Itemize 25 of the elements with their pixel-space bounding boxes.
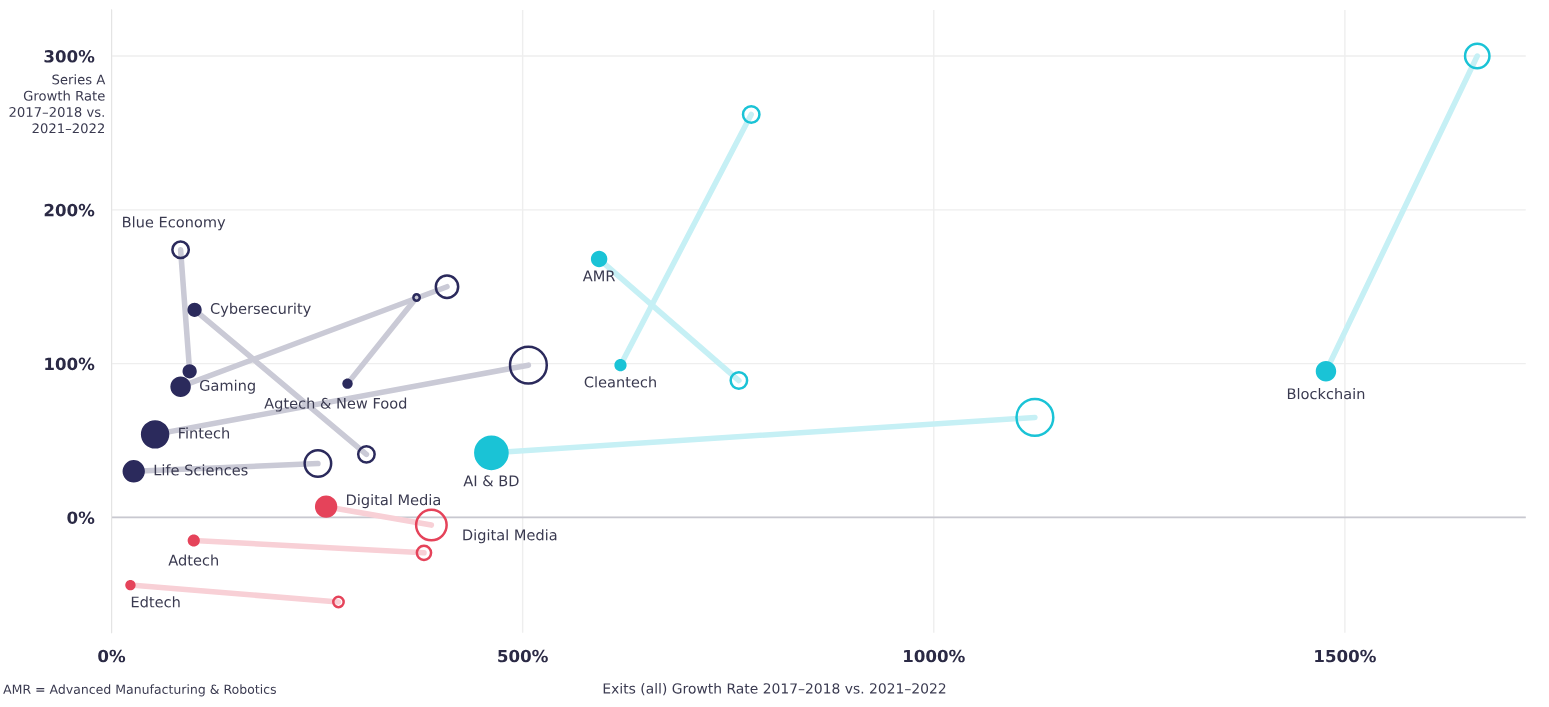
y-tick-label: 0% [67, 511, 95, 524]
series-label: Life Sciences [154, 464, 248, 476]
series-label: AI & BD [463, 475, 519, 487]
x-tick-label: 1000% [904, 649, 965, 663]
series-label: Fintech [179, 427, 230, 439]
y-tick-label: 100% [45, 357, 95, 371]
y-tick-label: 300% [44, 50, 95, 63]
x-tick-label: 500% [498, 649, 548, 663]
x-tick-label: 0% [98, 649, 126, 663]
x-tick-label: 1500% [1315, 649, 1376, 663]
series-label: Agtech & New Food [264, 397, 407, 412]
y-tick-label: 200% [44, 203, 95, 217]
y-axis-title: Series A Growth Rate 2017–2018 vs. 2021–2022 [9, 74, 106, 134]
series-label: AMR [582, 270, 616, 282]
series-label: Cleantech [584, 376, 656, 388]
series-label: Gaming [199, 379, 255, 394]
series-label: Adtech [168, 554, 218, 566]
series-label: Blue Economy [123, 216, 226, 231]
annotation: Digital Media [463, 529, 557, 544]
series-label: Digital Media [347, 494, 440, 509]
series-label: Cybersecurity [210, 302, 311, 317]
series-label: Blockchain [1287, 387, 1365, 400]
text: AMR = Advanced Manufacturing & Robotics [3, 684, 276, 697]
x-axis-title: Exits (all) Growth Rate 2017–2018 vs. 2021–2022 [603, 682, 946, 696]
series-label: Edtech [131, 596, 180, 608]
